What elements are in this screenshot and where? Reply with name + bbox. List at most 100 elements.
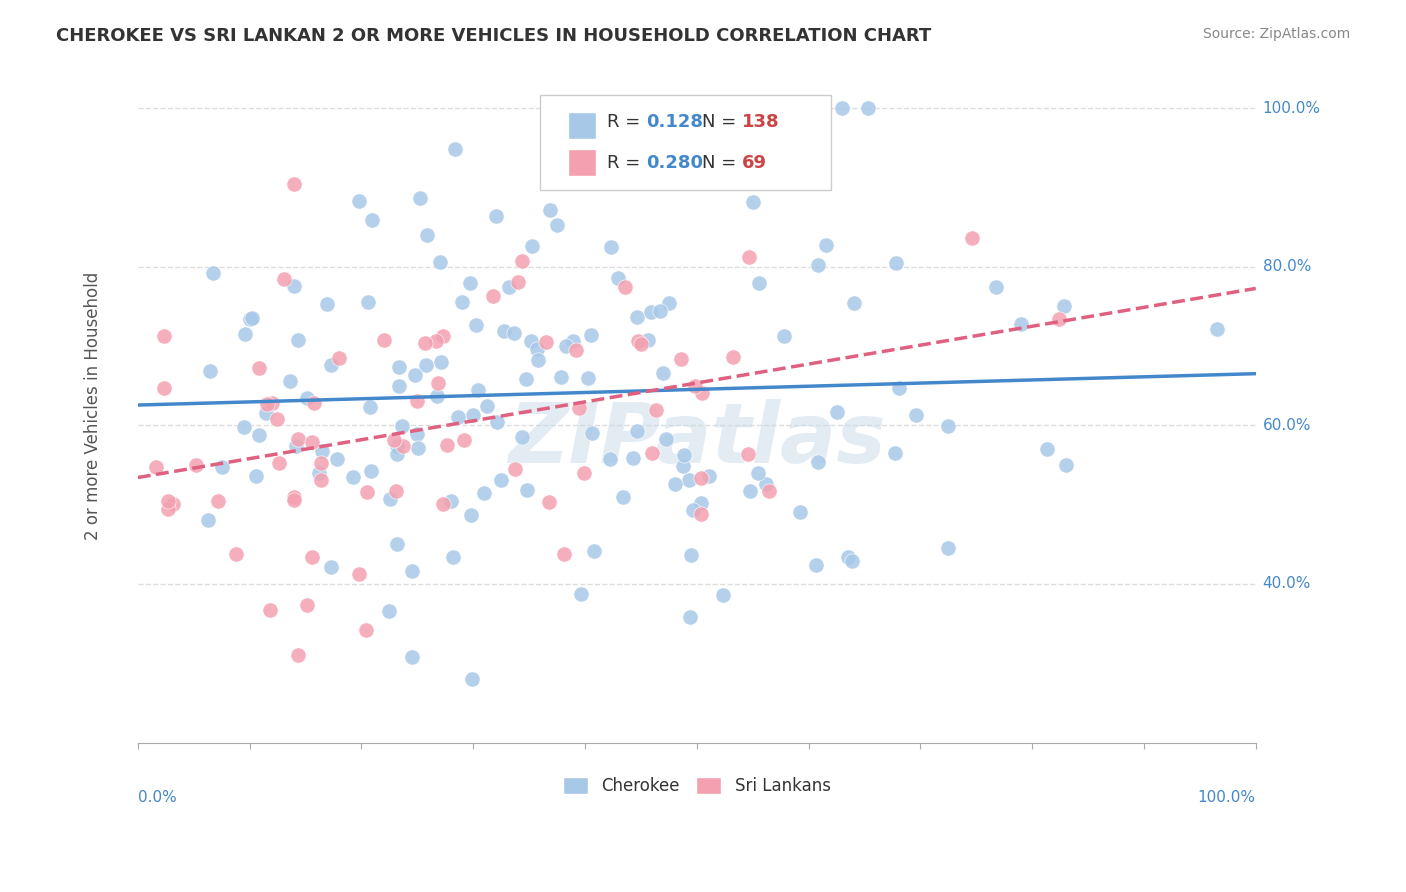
Point [152, 328, 174, 343]
Text: 0.280: 0.280 [647, 154, 703, 172]
Point [837, 550, 859, 565]
Legend: Cherokee, Sri Lankans: Cherokee, Sri Lankans [557, 770, 838, 802]
Point [404, 368, 426, 382]
Point [612, 490, 634, 504]
Point [373, 333, 395, 347]
Point [682, 502, 704, 516]
Point [485, 209, 508, 223]
Point [347, 566, 370, 581]
Point [304, 395, 326, 409]
Point [572, 466, 595, 480]
Point [627, 334, 650, 348]
Point [626, 310, 648, 324]
Point [936, 541, 959, 555]
Point [401, 564, 423, 578]
Point [498, 279, 520, 293]
Point [283, 493, 305, 508]
Point [283, 490, 305, 504]
Point [887, 381, 910, 395]
Point [690, 496, 713, 510]
Point [432, 329, 454, 343]
Point [503, 326, 526, 340]
Point [546, 218, 568, 232]
Point [309, 456, 332, 470]
Point [461, 408, 484, 422]
Point [283, 177, 305, 191]
Point [689, 507, 711, 521]
Point [211, 460, 233, 475]
Point [804, 558, 827, 572]
Point [247, 428, 270, 442]
Point [886, 256, 908, 270]
Point [1053, 299, 1076, 313]
Point [301, 435, 323, 450]
Point [267, 456, 290, 470]
Point [392, 439, 415, 453]
Point [721, 350, 744, 364]
Point [378, 604, 401, 618]
Point [683, 379, 706, 393]
Point [319, 359, 342, 373]
Point [378, 491, 401, 506]
Point [738, 484, 761, 499]
Point [467, 383, 489, 397]
Point [883, 446, 905, 460]
Point [287, 648, 309, 663]
Point [357, 294, 380, 309]
Point [574, 152, 596, 166]
Point [986, 280, 1008, 294]
Point [145, 459, 167, 474]
Point [741, 195, 763, 210]
Point [492, 324, 515, 338]
Point [640, 305, 662, 319]
Point [538, 203, 561, 218]
Point [440, 493, 463, 508]
Point [157, 494, 180, 508]
Point [607, 270, 630, 285]
Point [679, 610, 702, 624]
Point [807, 258, 830, 272]
Point [569, 587, 592, 601]
Point [432, 497, 454, 511]
Point [697, 468, 720, 483]
Text: 40.0%: 40.0% [1263, 576, 1310, 591]
Point [356, 484, 378, 499]
Text: 138: 138 [741, 113, 779, 131]
Point [266, 412, 288, 426]
Point [325, 452, 347, 467]
Point [308, 466, 330, 480]
Point [406, 442, 429, 456]
Point [960, 230, 983, 244]
Text: CHEROKEE VS SRI LANKAN 2 OR MORE VEHICLES IN HOUSEHOLD CORRELATION CHART: CHEROKEE VS SRI LANKAN 2 OR MORE VEHICLE… [56, 27, 932, 45]
Point [259, 603, 281, 617]
Point [406, 427, 429, 442]
Point [630, 336, 652, 351]
Point [651, 366, 673, 380]
Point [679, 549, 702, 563]
Point [247, 360, 270, 375]
Text: N =: N = [703, 154, 742, 172]
Point [664, 477, 686, 491]
Text: R =: R = [607, 113, 647, 131]
Point [773, 328, 796, 343]
Text: Source: ZipAtlas.com: Source: ZipAtlas.com [1202, 27, 1350, 41]
Point [385, 440, 408, 454]
Point [538, 495, 561, 509]
Point [505, 462, 527, 476]
Point [690, 385, 713, 400]
Point [425, 334, 447, 348]
Point [581, 426, 603, 441]
Point [287, 334, 309, 348]
Point [841, 554, 863, 568]
Point [520, 334, 543, 349]
Point [512, 254, 534, 268]
Point [387, 537, 409, 551]
Point [360, 212, 382, 227]
Point [385, 484, 408, 499]
Point [825, 404, 848, 418]
Text: 2 or more Vehicles in Household: 2 or more Vehicles in Household [84, 271, 103, 540]
Point [153, 381, 176, 395]
Point [755, 477, 778, 491]
Point [713, 588, 735, 602]
Point [565, 343, 588, 358]
